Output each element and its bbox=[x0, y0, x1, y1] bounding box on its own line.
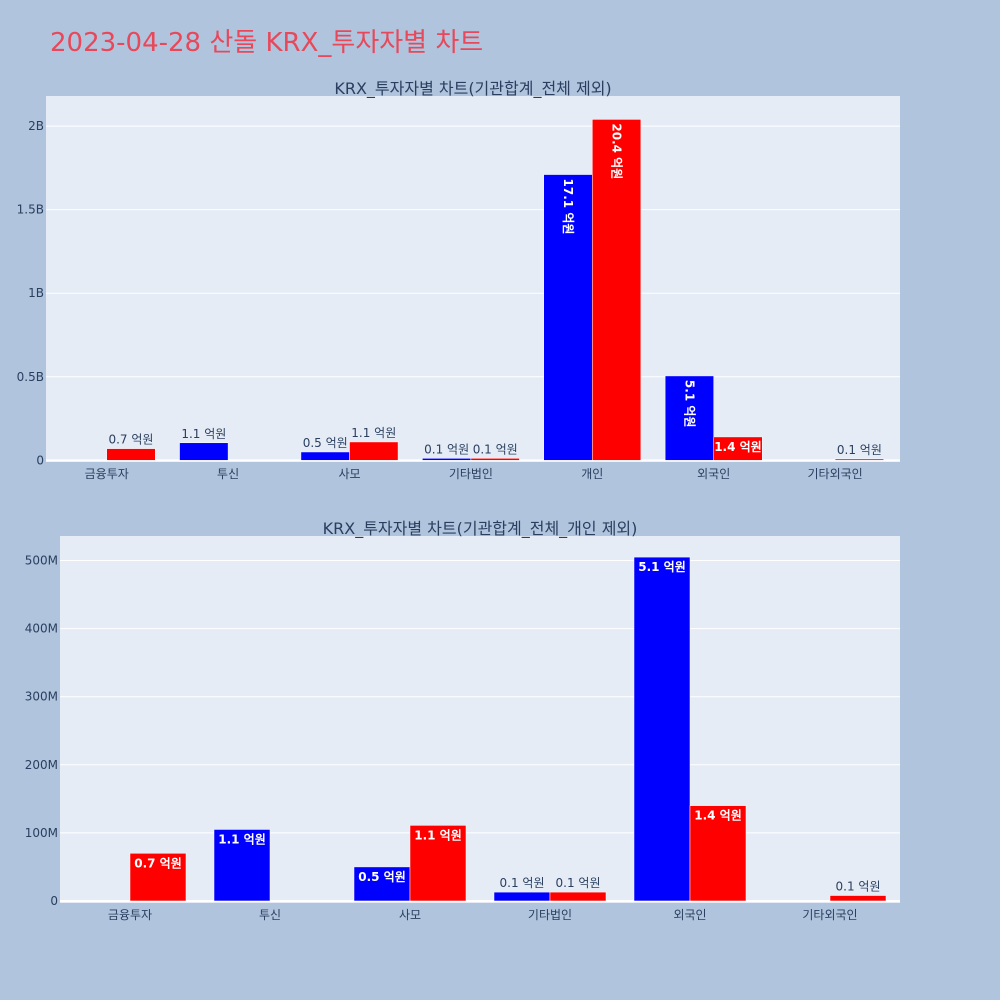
bar-label: 1.4 억원 bbox=[694, 809, 742, 823]
bar-label: 5.1 억원 bbox=[682, 380, 696, 428]
y-tick-label: 500M bbox=[25, 554, 58, 568]
bar-sell bbox=[834, 458, 884, 461]
bar-buy bbox=[493, 891, 551, 902]
y-tick-label: 1B bbox=[28, 286, 44, 300]
bar-label: 1.1 억원 bbox=[181, 427, 226, 441]
x-tick-label: 금융투자 bbox=[108, 908, 152, 922]
bar-label: 0.1 억원 bbox=[556, 876, 601, 890]
x-tick-label: 외국인 bbox=[697, 467, 730, 481]
bar-label: 0.7 억원 bbox=[134, 856, 182, 870]
x-tick-label: 기타법인 bbox=[449, 467, 493, 481]
y-tick-label: 2B bbox=[28, 119, 44, 133]
y-tick-label: 200M bbox=[25, 758, 58, 772]
x-tick-label: 사모 bbox=[338, 467, 360, 481]
y-tick-label: 300M bbox=[25, 690, 58, 704]
chart-1: 0 0.5B 1B 1.5B 2B KRX_투자자별 차트(기관합계_전체 제외) 금융투자… bbox=[17, 79, 900, 481]
y-tick-label: 0 bbox=[50, 894, 58, 908]
y-tick-label: 1.5B bbox=[17, 203, 44, 217]
y-tick-label: 0 bbox=[36, 453, 44, 467]
bar-sell bbox=[549, 891, 607, 902]
x-tick-label: 개인 bbox=[581, 467, 603, 481]
bar-label: 5.1 억원 bbox=[638, 560, 686, 574]
y-tick-label: 0.5B bbox=[17, 370, 44, 384]
bar-label: 0.1 억원 bbox=[500, 876, 545, 890]
bar-sell bbox=[409, 825, 467, 902]
bar-buy bbox=[422, 458, 472, 461]
chart-title: KRX_투자자별 차트(기관합계_전체 제외) bbox=[334, 79, 611, 99]
bar-sell bbox=[349, 441, 399, 461]
bar-label: 0.5 억원 bbox=[358, 870, 406, 884]
bar-sell bbox=[106, 448, 156, 461]
bar-label: 0.5 억원 bbox=[303, 436, 348, 450]
x-tick-label: 외국인 bbox=[673, 908, 706, 922]
bar-sell bbox=[592, 119, 642, 461]
bar-buy bbox=[300, 451, 350, 461]
bar-sell bbox=[470, 458, 520, 461]
bar-label: 1.1 억원 bbox=[414, 828, 462, 842]
y-tick-label: 100M bbox=[25, 826, 58, 840]
bar-label: 17.1 억원 bbox=[561, 179, 575, 235]
chart-2: 0 100M 200M 300M 400M 500M KRX_투자자별 차트(기관합계_전체… bbox=[25, 519, 900, 922]
bar-buy bbox=[213, 829, 271, 902]
plot-area bbox=[60, 536, 900, 903]
x-tick-label: 기타법인 bbox=[528, 908, 572, 922]
chart-title: KRX_투자자별 차트(기관합계_전체_개인 제외) bbox=[323, 519, 638, 539]
bar-sell bbox=[829, 895, 887, 902]
bar-label: 0.1 억원 bbox=[473, 442, 518, 456]
bar-sell bbox=[689, 805, 747, 902]
plot-area bbox=[46, 96, 900, 462]
bar-buy bbox=[179, 442, 229, 461]
page-title: 2023-04-28 산돌 KRX_투자자별 차트 bbox=[50, 28, 484, 58]
bar-sell bbox=[129, 853, 187, 902]
bar-label: 20.4 억원 bbox=[610, 123, 624, 179]
bar-label: 0.1 억원 bbox=[836, 880, 881, 894]
x-tick-label: 투신 bbox=[217, 467, 239, 481]
x-tick-label: 기타외국인 bbox=[802, 908, 857, 922]
bar-label: 1.1 억원 bbox=[351, 426, 396, 440]
bar-buy bbox=[543, 174, 593, 461]
bar-buy bbox=[353, 866, 411, 902]
x-tick-label: 금융투자 bbox=[85, 467, 129, 481]
bar-label: 0.7 억원 bbox=[108, 433, 153, 447]
x-tick-label: 투신 bbox=[259, 908, 281, 922]
x-tick-label: 사모 bbox=[399, 908, 421, 922]
bar-buy bbox=[633, 556, 691, 902]
bar-label: 1.4 억원 bbox=[714, 440, 762, 454]
y-tick-label: 400M bbox=[25, 622, 58, 636]
bar-buy bbox=[664, 375, 714, 461]
bar-label: 1.1 억원 bbox=[218, 832, 266, 846]
bar-label: 0.1 억원 bbox=[424, 442, 469, 456]
x-tick-label: 기타외국인 bbox=[807, 467, 862, 481]
bar-label: 0.1 억원 bbox=[837, 443, 882, 457]
bar-sell bbox=[713, 436, 763, 461]
